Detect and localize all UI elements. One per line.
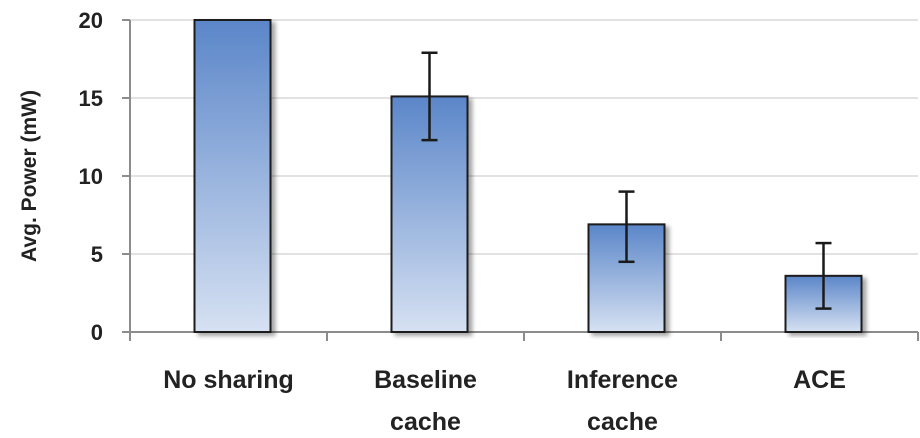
x-category-label: No sharing (163, 366, 294, 394)
y-tick-label: 0 (91, 320, 103, 345)
bars (193, 19, 863, 333)
bar (193, 19, 272, 333)
y-tick-label: 5 (91, 242, 103, 267)
x-category-label: ACE (793, 366, 846, 394)
x-category-label: Inference (567, 366, 678, 394)
x-category-label: cache (587, 408, 658, 436)
y-tick-label: 15 (79, 86, 103, 111)
y-axis-title: Avg. Power (mW) (18, 90, 41, 262)
y-tick-label: 10 (79, 164, 103, 189)
x-category-label: Baseline (374, 366, 477, 394)
y-tick-label: 20 (79, 8, 103, 33)
labels: 0 5 10 15 20 No sharing Baseline cache Inference… (79, 8, 846, 436)
x-category-label: cache (390, 408, 461, 436)
